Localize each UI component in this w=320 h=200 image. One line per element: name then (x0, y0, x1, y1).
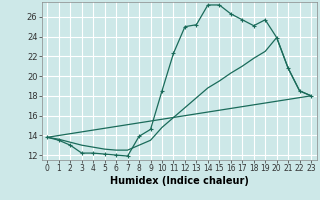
X-axis label: Humidex (Indice chaleur): Humidex (Indice chaleur) (110, 176, 249, 186)
